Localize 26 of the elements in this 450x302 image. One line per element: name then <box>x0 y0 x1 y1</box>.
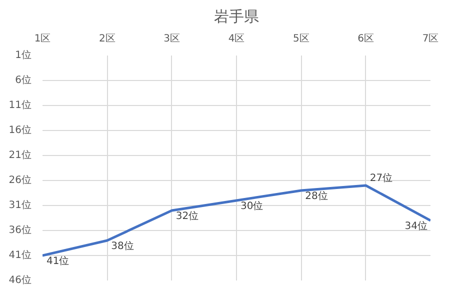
x-tick-label: 5区 <box>292 34 310 44</box>
data-label: 30位 <box>240 200 264 212</box>
line-series <box>42 184 430 257</box>
data-label: 28位 <box>305 190 328 202</box>
y-tick-label: 31位 <box>8 199 32 211</box>
chart-title: 岩手県 <box>214 8 259 26</box>
x-tick-label: 1区 <box>34 34 51 44</box>
y-tick-label: 36位 <box>8 224 32 236</box>
y-tick-label: 16位 <box>8 124 32 136</box>
x-tick-label: 4区 <box>228 34 245 44</box>
y-tick-label: 6位 <box>15 74 32 86</box>
x-tick-label: 6区 <box>358 34 374 44</box>
data-label: 34位 <box>404 220 428 232</box>
data-label: 32位 <box>176 210 199 222</box>
y-tick-label: 41位 <box>8 249 32 261</box>
x-tick-label: 7区 <box>422 34 439 44</box>
y-tick-label: 46位 <box>8 274 32 286</box>
y-tick-label: 11位 <box>8 99 32 111</box>
x-tick-label: 3区 <box>164 34 180 44</box>
data-label: 41位 <box>46 255 70 267</box>
x-tick-label: 2区 <box>98 34 116 44</box>
y-tick-label: 1位 <box>15 49 32 61</box>
data-label: 38位 <box>111 240 134 252</box>
y-tick-label: 26位 <box>8 174 32 186</box>
data-label: 27位 <box>370 172 393 184</box>
y-tick-label: 21位 <box>8 149 32 161</box>
